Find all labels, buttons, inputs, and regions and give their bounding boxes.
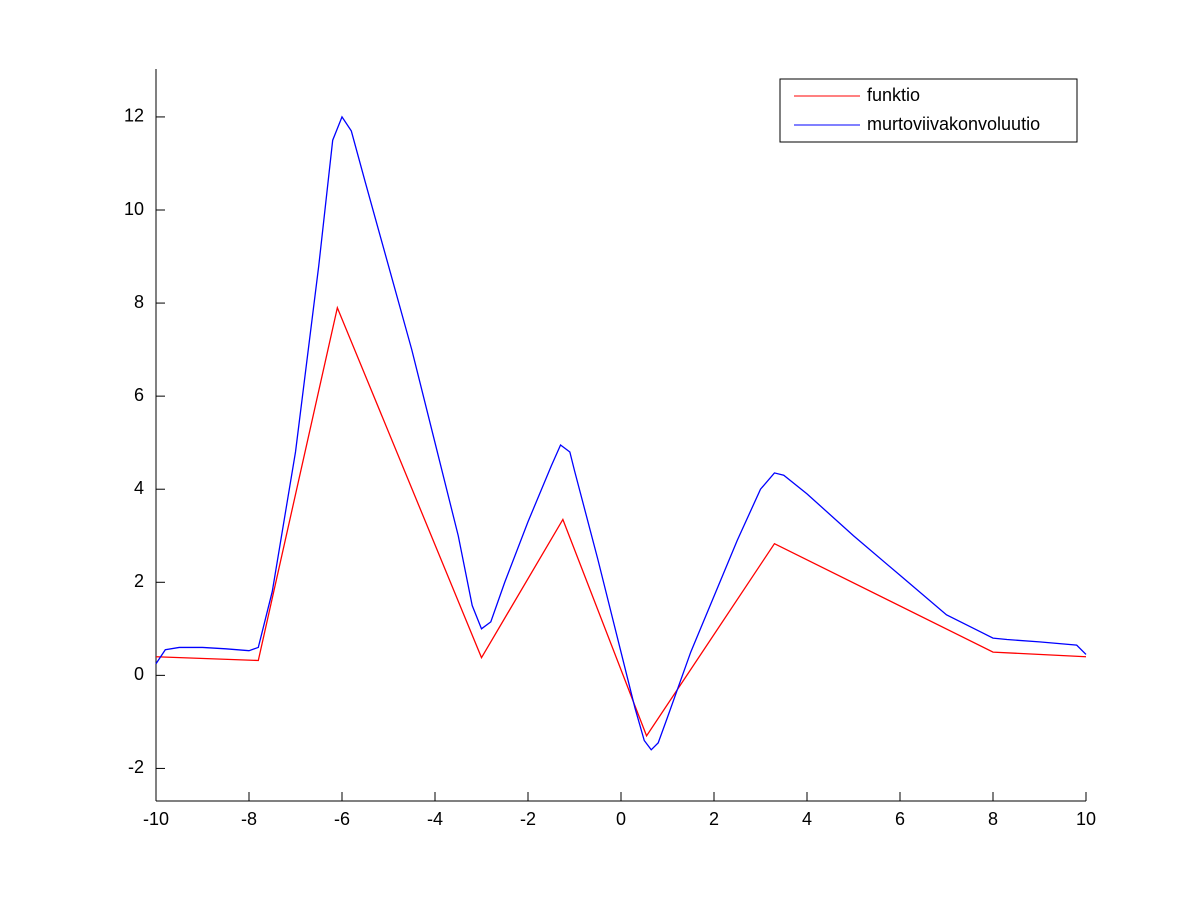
y-tick-label: 8 <box>134 292 144 312</box>
line-series <box>155 115 1087 751</box>
x-tick-label: 2 <box>709 809 719 829</box>
y-tick-label: 0 <box>134 664 144 684</box>
x-tick-label: -4 <box>427 809 443 829</box>
y-tick-label: 6 <box>134 385 144 405</box>
legend-box <box>779 78 1078 143</box>
x-tick-label: 4 <box>802 809 812 829</box>
x-tick-label: 10 <box>1076 809 1096 829</box>
y-tick-label: 4 <box>134 478 144 498</box>
legend-label: murtoviivakonvoluutio <box>867 114 1040 134</box>
x-tick-label: -10 <box>143 809 169 829</box>
y-tick-label: -2 <box>128 757 144 777</box>
line-series <box>155 305 1087 738</box>
x-tick-label: -2 <box>520 809 536 829</box>
y-tick-label: 12 <box>124 106 144 126</box>
y-tick-label: 2 <box>134 571 144 591</box>
x-tick-label: 0 <box>616 809 626 829</box>
x-tick-label: -8 <box>241 809 257 829</box>
legend-label: funktio <box>867 85 920 105</box>
y-tick-label: 10 <box>124 199 144 219</box>
x-tick-label: -6 <box>334 809 350 829</box>
x-tick-label: 6 <box>895 809 905 829</box>
x-tick-label: 8 <box>988 809 998 829</box>
